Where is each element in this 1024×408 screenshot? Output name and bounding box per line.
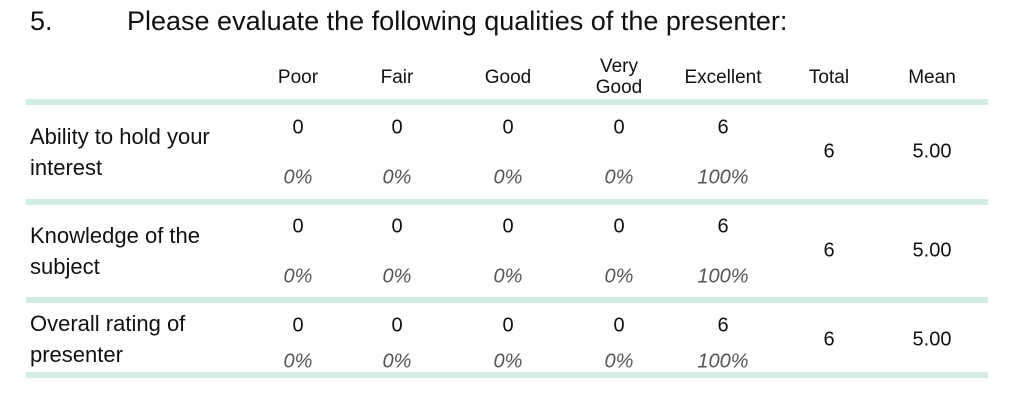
count: 0: [502, 215, 514, 238]
count: 0: [613, 314, 625, 337]
count: 0: [502, 116, 514, 139]
percent: 0%: [493, 265, 523, 288]
count: 0: [292, 116, 304, 139]
column-header: Poor: [277, 66, 319, 88]
percent: 0%: [604, 265, 634, 288]
total: 6: [823, 140, 835, 163]
percent: 100%: [697, 350, 749, 373]
count: 0: [613, 116, 625, 139]
count: 0: [391, 116, 403, 139]
header-separator: [26, 99, 988, 105]
count: 0: [391, 215, 403, 238]
column-header: Total: [808, 66, 850, 88]
percent: 0%: [382, 166, 412, 189]
percent: 0%: [382, 350, 412, 373]
row-label: Knowledge of the subject: [30, 223, 201, 279]
row-label: Overall rating of presenter: [30, 311, 186, 367]
percent: 0%: [493, 350, 523, 373]
row-label: Ability to hold your interest: [30, 124, 210, 180]
count: 6: [717, 116, 729, 139]
question-number: 5.: [30, 6, 53, 36]
percent: 100%: [697, 265, 749, 288]
column-header: Very Good: [595, 56, 643, 98]
count: 0: [292, 314, 304, 337]
total: 6: [823, 328, 835, 351]
count: 0: [613, 215, 625, 238]
column-header: Good: [484, 66, 532, 88]
total: 6: [823, 239, 835, 262]
percent: 0%: [493, 166, 523, 189]
question-text: Please evaluate the following qualities …: [127, 6, 788, 36]
percent: 0%: [283, 166, 313, 189]
count: 6: [717, 314, 729, 337]
mean: 5.00: [912, 239, 952, 262]
count: 6: [717, 215, 729, 238]
row-separator: [26, 372, 988, 378]
mean: 5.00: [912, 140, 952, 163]
percent: 0%: [283, 265, 313, 288]
percent: 0%: [283, 350, 313, 373]
percent: 0%: [604, 166, 634, 189]
mean: 5.00: [912, 328, 952, 351]
row-separator: [26, 199, 988, 205]
percent: 0%: [604, 350, 634, 373]
percent: 100%: [697, 166, 749, 189]
column-header: Fair: [380, 66, 414, 88]
column-header: Mean: [908, 66, 956, 88]
count: 0: [502, 314, 514, 337]
percent: 0%: [382, 265, 412, 288]
row-separator: [26, 297, 988, 303]
column-header: Excellent: [684, 66, 762, 88]
count: 0: [391, 314, 403, 337]
count: 0: [292, 215, 304, 238]
